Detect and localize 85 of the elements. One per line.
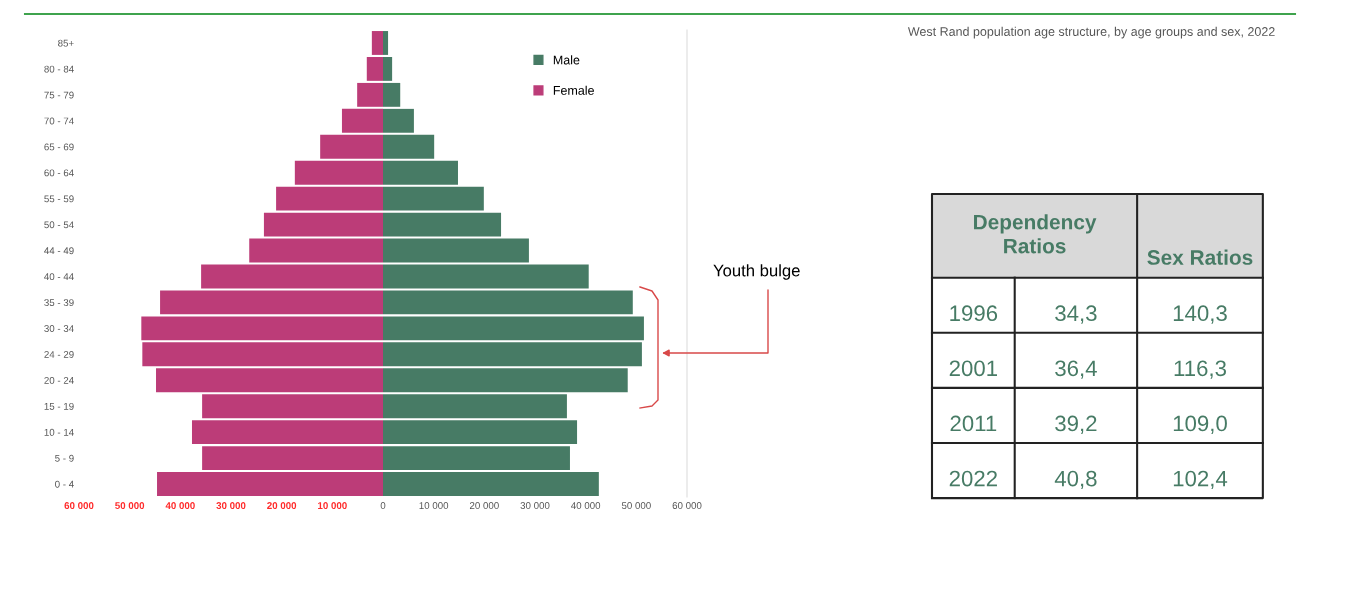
text: 2022 — [949, 470, 997, 487]
y-tick-label: 55 - 59 — [44, 195, 74, 203]
y-tick-label: 60 - 64 — [44, 169, 74, 177]
x-tick-label: 60 000 — [64, 502, 94, 509]
x-tick-label: 50 000 — [115, 502, 145, 509]
bar — [383, 316, 644, 341]
bar — [383, 108, 414, 133]
bar — [383, 368, 628, 393]
y-tick-label: 30 - 34 — [44, 325, 74, 332]
text: 140,3 — [1173, 305, 1227, 324]
y-tick-label: 40 - 44 — [44, 273, 74, 281]
bar — [160, 290, 383, 315]
bar — [157, 472, 383, 496]
bar — [383, 134, 435, 159]
bar — [141, 316, 383, 341]
x-tick-label: 20 000 — [469, 502, 499, 509]
legend-label: Male — [553, 55, 580, 65]
x-tick-label: 60 000 — [672, 502, 702, 509]
text: 109,0 — [1173, 415, 1227, 434]
bar — [371, 31, 383, 55]
text: 116,3 — [1174, 360, 1226, 379]
y-tick-label: 24 - 29 — [44, 351, 74, 358]
x-tick-label: 20 000 — [267, 502, 297, 509]
text: 40,8 — [1054, 470, 1097, 490]
x-tick-label: 0 — [380, 502, 386, 509]
bar — [383, 212, 502, 237]
text: Sex Ratios — [1147, 249, 1253, 265]
y-tick-label: 50 - 54 — [44, 221, 74, 229]
bar — [383, 342, 642, 367]
bar — [142, 342, 383, 367]
bar — [249, 238, 383, 263]
bar — [383, 186, 484, 211]
y-tick-label: 5 - 9 — [55, 454, 74, 462]
bar — [383, 290, 633, 315]
y-tick-label: 35 - 39 — [44, 299, 74, 307]
bar — [341, 108, 383, 133]
bar — [202, 394, 383, 419]
text: 34,3 — [1055, 305, 1097, 324]
text: 2001 — [949, 360, 997, 377]
bar — [383, 56, 393, 81]
text: 1996 — [950, 305, 998, 322]
y-tick-label: 85+ — [58, 39, 74, 47]
x-tick-label: 50 000 — [621, 502, 651, 509]
y-tick-label: 15 - 19 — [44, 402, 74, 410]
y-tick-label: 65 - 69 — [44, 143, 74, 151]
x-tick-label: 10 000 — [419, 502, 449, 509]
bar — [383, 446, 570, 471]
text: West Rand population age structure, by age groups and sex, 2022 — [907, 26, 1275, 39]
text: 36,4 — [1055, 360, 1097, 379]
bar — [383, 420, 578, 445]
legend-label: Female — [553, 85, 594, 95]
bar — [366, 56, 383, 81]
y-tick-label: 10 - 14 — [44, 428, 74, 436]
bar — [276, 186, 383, 211]
bar — [383, 394, 567, 419]
bar — [202, 446, 383, 471]
bar — [383, 264, 589, 289]
text: 39,2 — [1055, 415, 1097, 434]
x-tick-label: 10 000 — [318, 502, 347, 509]
y-tick-label: 44 - 49 — [44, 247, 74, 255]
y-tick-label: 0 - 4 — [55, 480, 74, 488]
y-tick-label: 75 - 79 — [44, 91, 74, 99]
text: Youth bulge — [713, 264, 800, 280]
bar — [383, 472, 599, 496]
x-tick-label: 40 000 — [571, 502, 601, 509]
bar — [320, 134, 383, 159]
bar — [383, 31, 389, 55]
bar — [294, 160, 383, 185]
bar — [156, 368, 383, 393]
x-tick-label: 40 000 — [165, 502, 195, 509]
text: 2011 — [950, 415, 997, 432]
y-tick-label: 20 - 24 — [44, 376, 74, 384]
bar — [383, 238, 529, 263]
text: 102,4 — [1173, 470, 1228, 490]
x-tick-label: 30 000 — [216, 502, 246, 510]
bar — [357, 82, 383, 107]
x-tick-label: 30 000 — [520, 502, 550, 509]
bar — [201, 264, 383, 289]
bar — [263, 212, 383, 237]
text: Dependency Ratios — [974, 214, 1097, 254]
y-tick-label: 70 - 74 — [44, 117, 74, 125]
bar — [191, 420, 383, 445]
bar — [383, 82, 401, 107]
bar — [383, 160, 458, 185]
y-tick-label: 80 - 84 — [44, 65, 74, 73]
